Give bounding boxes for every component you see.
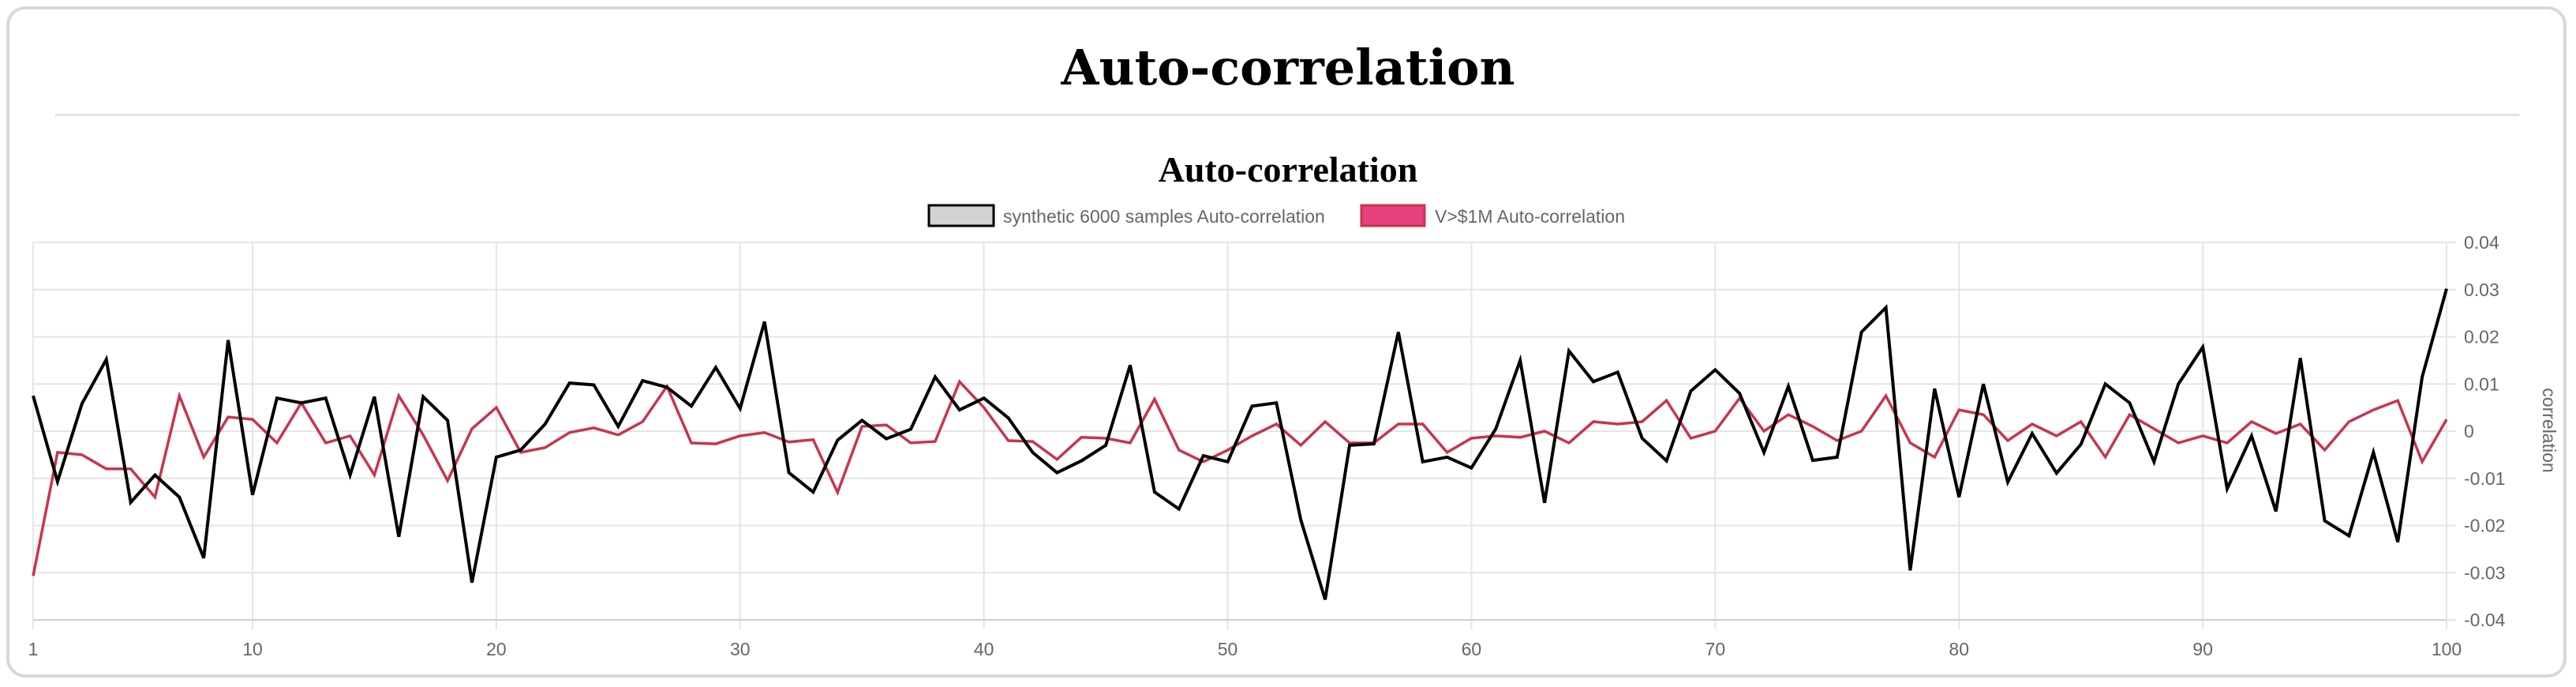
x-tick-label: 100 <box>2432 639 2462 659</box>
title-divider <box>55 114 2519 116</box>
page-title: Auto-correlation <box>1061 39 1515 96</box>
y-tick-label: -0.02 <box>2464 516 2505 536</box>
legend-label-synthetic: synthetic 6000 samples Auto-correlation <box>1003 206 1325 227</box>
x-tick-label: 70 <box>1705 639 1726 659</box>
x-tick-label: 1 <box>28 639 39 659</box>
series-lines <box>32 288 2448 600</box>
legend-swatch-v-over-1m <box>1360 204 1426 227</box>
x-tick-label: 90 <box>2192 639 2213 659</box>
y-tick-label: 0.04 <box>2464 232 2499 253</box>
series-line-v-over-1m <box>32 379 2448 576</box>
x-axis-ticks: 1 10 20 30 40 50 60 70 80 90 100 <box>28 639 2462 659</box>
y-axis-title: correlation <box>2539 388 2559 472</box>
y-tick-label: 0.03 <box>2464 280 2499 300</box>
y-tick-label: -0.01 <box>2464 468 2505 489</box>
x-tick-label: 10 <box>242 639 263 659</box>
legend-item-v-over-1m[interactable]: V>$1M Auto-correlation <box>1360 204 1625 227</box>
chart-card <box>6 6 2567 678</box>
grid <box>32 242 2456 629</box>
x-tick-label: 80 <box>1949 639 1969 659</box>
x-tick-label: 40 <box>974 639 994 659</box>
legend-item-synthetic[interactable]: synthetic 6000 samples Auto-correlation <box>927 204 1325 227</box>
y-tick-label: 0 <box>2464 421 2474 441</box>
y-axis-ticks: 0.04 0.03 0.02 0.01 0 -0.01 -0.02 -0.03 -0.04 <box>2464 232 2506 630</box>
x-tick-label: 20 <box>486 639 507 659</box>
x-tick-label: 30 <box>730 639 751 659</box>
series-line-synthetic <box>32 288 2448 600</box>
chart-title: Auto-correlation <box>1159 149 1418 190</box>
x-tick-label: 60 <box>1462 639 1482 659</box>
y-tick-label: -0.03 <box>2464 562 2505 583</box>
legend-label-v-over-1m: V>$1M Auto-correlation <box>1435 206 1625 227</box>
y-tick-label: -0.04 <box>2464 610 2506 630</box>
legend: synthetic 6000 samples Auto-correlation … <box>927 204 1625 227</box>
y-tick-label: 0.01 <box>2464 374 2499 394</box>
legend-swatch-synthetic <box>927 204 995 227</box>
y-tick-label: 0.02 <box>2464 327 2499 347</box>
x-tick-label: 50 <box>1218 639 1238 659</box>
